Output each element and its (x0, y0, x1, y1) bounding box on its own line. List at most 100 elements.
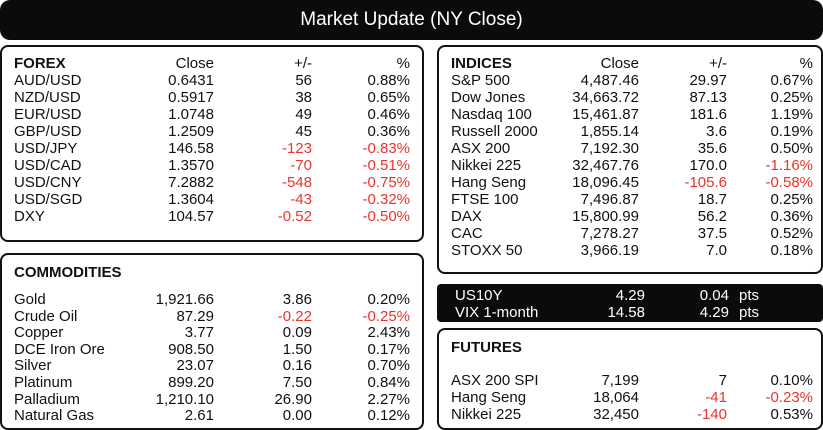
percent-value: -0.32% (362, 191, 410, 208)
percent-value: 0.12% (367, 407, 410, 425)
change-value: 18.7 (697, 191, 727, 208)
indices-change-header: +/- (709, 55, 727, 72)
volatility-bar: US10Y 4.29 0.04 pts VIX 1-month 14.58 4.29 pts (437, 284, 823, 322)
indices-heading: INDICES (451, 55, 512, 72)
instrument-name: Nikkei 225 (451, 157, 522, 174)
percent-value: 0.46% (367, 106, 410, 123)
close-value: 7.2882 (168, 174, 214, 191)
change-value: 0.00 (282, 407, 312, 425)
instrument-name: AUD/USD (14, 72, 82, 89)
indices-close-header: Close (600, 55, 639, 72)
commodity-row: Natural Gas 2.61 0.00 0.12% (2, 407, 422, 424)
percent-value: 0.70% (367, 357, 410, 375)
percent-value: 0.65% (367, 89, 410, 106)
index-row: S&P 500 4,487.46 29.97 0.67% (439, 72, 821, 89)
page-title: Market Update (NY Close) (0, 0, 823, 40)
index-row: Russell 2000 1,855.14 3.6 0.19% (439, 123, 821, 140)
percent-value: 0.50% (770, 140, 813, 157)
instrument-name: Gold (14, 291, 46, 308)
change-value: -41 (705, 389, 727, 406)
change-value: 4.29 (699, 304, 729, 321)
close-value: 908.50 (168, 340, 214, 358)
forex-change-header: +/- (294, 55, 312, 72)
close-value: 1,855.14 (580, 123, 639, 140)
close-value: 4,487.46 (580, 72, 639, 89)
forex-row: NZD/USD 0.5917 38 0.65% (2, 89, 422, 106)
change-value: 170.0 (689, 157, 727, 174)
forex-row: USD/CNY 7.2882 -548 -0.75% (2, 174, 422, 191)
change-value: -548 (281, 174, 312, 191)
close-value: 2.61 (184, 407, 214, 425)
instrument-name: CAC (451, 225, 483, 242)
change-value: 26.90 (274, 390, 312, 408)
change-value: 0.16 (282, 357, 312, 375)
close-value: 7,199 (601, 372, 639, 389)
close-value: 3.77 (184, 324, 214, 342)
close-value: 15,800.99 (572, 208, 639, 225)
change-value: 0.04 (699, 287, 729, 304)
change-value: 29.97 (689, 72, 727, 89)
change-value: 38 (295, 89, 312, 106)
close-value: 32,467.76 (572, 157, 639, 174)
close-value: 1,921.66 (155, 291, 214, 308)
percent-value: 0.17% (367, 340, 410, 358)
commodity-row: Gold 1,921.66 3.86 0.20% (2, 291, 422, 308)
instrument-name: GBP/USD (14, 123, 82, 140)
instrument-name: FTSE 100 (451, 191, 519, 208)
close-value: 1,210.10 (155, 390, 214, 408)
futures-row: Hang Seng 18,064 -41 -0.23% (439, 389, 821, 406)
instrument-name: Dow Jones (451, 89, 526, 106)
index-row: FTSE 100 7,496.87 18.7 0.25% (439, 191, 821, 208)
futures-heading: FUTURES (451, 339, 522, 356)
percent-value: -0.58% (765, 174, 813, 191)
change-value: 45 (295, 123, 312, 140)
change-value: 87.13 (689, 89, 727, 106)
close-value: 7,278.27 (580, 225, 639, 242)
change-value: 37.5 (697, 225, 727, 242)
change-value: -0.52 (277, 208, 312, 225)
percent-value: 0.36% (770, 208, 813, 225)
instrument-name: Natural Gas (14, 407, 95, 425)
instrument-name: DAX (451, 208, 482, 225)
forex-close-header: Close (175, 55, 214, 72)
index-row: DAX 15,800.99 56.2 0.36% (439, 208, 821, 225)
change-value: -43 (290, 191, 312, 208)
commodity-row: Silver 23.07 0.16 0.70% (2, 357, 422, 374)
close-value: 14.58 (607, 304, 645, 321)
index-row: STOXX 50 3,966.19 7.0 0.18% (439, 242, 821, 259)
close-value: 18,064 (593, 389, 639, 406)
change-value: 7.0 (706, 242, 727, 259)
close-value: 0.6431 (168, 72, 214, 89)
percent-value: 0.25% (770, 89, 813, 106)
percent-value: 2.27% (367, 390, 410, 408)
indices-panel: INDICES Close +/- % S&P 500 4,487.46 29.97… (437, 45, 823, 274)
close-value: 146.58 (168, 140, 214, 157)
percent-value: 2.43% (367, 324, 410, 342)
volatility-row: VIX 1-month 14.58 4.29 pts (437, 304, 823, 321)
percent-value: 0.18% (770, 242, 813, 259)
percent-value: -0.50% (362, 208, 410, 225)
percent-value: 0.10% (770, 372, 813, 389)
percent-value: 0.25% (770, 191, 813, 208)
close-value: 1.3604 (168, 191, 214, 208)
change-value: 35.6 (697, 140, 727, 157)
close-value: 23.07 (176, 357, 214, 375)
commodity-row: Palladium 1,210.10 26.90 2.27% (2, 391, 422, 408)
forex-pct-header: % (396, 55, 410, 72)
instrument-name: Nikkei 225 (451, 406, 522, 423)
close-value: 7,192.30 (580, 140, 639, 157)
instrument-name: ASX 200 SPI (451, 372, 539, 389)
instrument-name: ASX 200 (451, 140, 511, 157)
percent-value: -0.51% (362, 157, 410, 174)
volatility-row: US10Y 4.29 0.04 pts (437, 287, 823, 304)
commodities-heading: COMMODITIES (14, 264, 122, 281)
forex-row: EUR/USD 1.0748 49 0.46% (2, 106, 422, 123)
instrument-name: US10Y (455, 287, 503, 304)
instrument-name: USD/CAD (14, 157, 82, 174)
forex-row: GBP/USD 1.2509 45 0.36% (2, 123, 422, 140)
close-value: 0.5917 (168, 89, 214, 106)
instrument-name: Palladium (14, 390, 80, 408)
index-row: ASX 200 7,192.30 35.6 0.50% (439, 140, 821, 157)
forex-row: USD/JPY 146.58 -123 -0.83% (2, 140, 422, 157)
instrument-name: Hang Seng (451, 389, 527, 406)
